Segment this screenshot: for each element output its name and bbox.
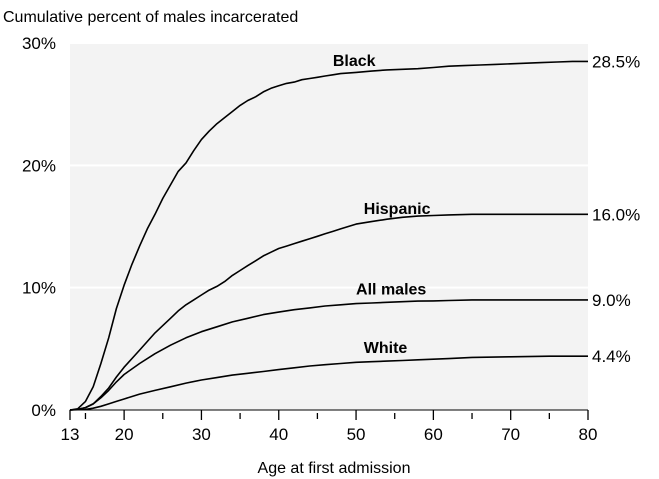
y-tick-label: 10% <box>22 279 56 298</box>
y-tick-label: 20% <box>22 156 56 175</box>
end-value-label: 16.0% <box>592 205 640 224</box>
series-line-all-males <box>69 299 588 411</box>
series-line-black <box>69 60 588 411</box>
series-label: Black <box>333 53 376 70</box>
x-tick-label: 80 <box>579 425 598 444</box>
x-tick-label: 13 <box>61 425 80 444</box>
series-label: Hispanic <box>364 201 431 218</box>
x-tick-label: 60 <box>424 425 443 444</box>
x-axis: 13 20 30 40 50 60 70 80 <box>61 409 598 444</box>
end-value-label: 28.5% <box>592 52 640 71</box>
x-tick-label: 30 <box>192 425 211 444</box>
x-tick-label: 20 <box>115 425 134 444</box>
plot-background <box>70 43 588 410</box>
series-lines <box>69 60 588 411</box>
x-tick-label: 40 <box>269 425 288 444</box>
x-tick-label: 70 <box>501 425 520 444</box>
x-axis-label: Age at first admission <box>258 460 411 477</box>
gridlines <box>70 42 588 289</box>
series-labels: Black Hispanic All males White <box>333 53 431 357</box>
y-axis-tick-labels: 0% 10% 20% 30% <box>22 34 56 420</box>
end-value-label: 9.0% <box>592 291 631 310</box>
series-label: All males <box>356 282 426 299</box>
y-tick-label: 30% <box>22 34 56 53</box>
end-value-label: 4.4% <box>592 347 631 366</box>
x-tick-label: 50 <box>347 425 366 444</box>
series-line-white <box>69 355 588 411</box>
end-value-labels: 28.5% 16.0% 9.0% 4.4% <box>592 52 640 366</box>
y-tick-label: 0% <box>31 401 56 420</box>
series-label: White <box>364 340 408 357</box>
series-line-hispanic <box>69 213 588 411</box>
chart-title: Cumulative percent of males incarcerated <box>3 9 298 26</box>
